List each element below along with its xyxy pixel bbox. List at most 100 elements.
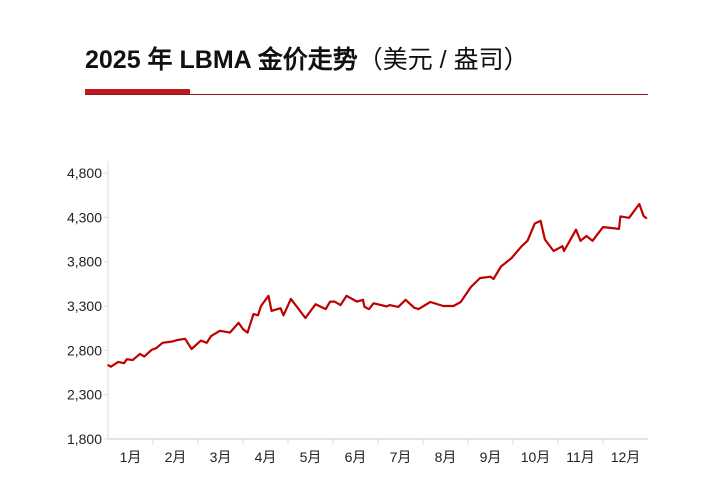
data-point <box>110 365 112 368</box>
data-point <box>638 203 641 205</box>
data-point <box>270 310 273 312</box>
data-point <box>628 217 630 219</box>
data-point <box>200 339 202 342</box>
data-point <box>544 238 546 241</box>
x-tick-label: 6月 <box>345 449 367 465</box>
data-point <box>126 358 128 361</box>
y-tick-label: 2,300 <box>67 387 102 403</box>
data-point <box>602 226 604 228</box>
data-point <box>252 313 255 315</box>
data-point <box>176 339 178 341</box>
chart-title-unit: （美元 / 盎司） <box>357 46 529 74</box>
data-point <box>139 353 141 355</box>
y-tick-label: 4,300 <box>67 209 102 225</box>
data-point <box>618 228 620 230</box>
data-point <box>645 217 648 219</box>
chart-title: 2025 年 LBMA 金价走势（美元 / 盎司） <box>85 40 529 76</box>
data-point <box>397 306 400 308</box>
x-axis: 1月 2月 3月 4月 5月 6月 7月 8月 9月 10月 11月 12月 <box>120 439 641 465</box>
data-point <box>242 328 244 330</box>
data-point <box>510 257 513 259</box>
data-point <box>534 222 536 225</box>
chart-title-main: 2025 年 LBMA 金价走势 <box>85 46 358 74</box>
data-point <box>190 348 193 350</box>
data-point <box>552 250 555 252</box>
data-point <box>123 362 125 365</box>
x-tick-label: 4月 <box>255 449 277 465</box>
data-point <box>210 335 212 337</box>
data-point <box>356 300 358 303</box>
price-line <box>107 202 648 368</box>
x-tick-label: 1月 <box>120 449 142 465</box>
data-point <box>619 215 622 218</box>
data-point <box>333 300 336 303</box>
data-point <box>417 308 420 310</box>
series-layer <box>107 202 648 368</box>
data-point <box>219 330 221 332</box>
data-point <box>404 299 407 301</box>
data-point <box>561 245 564 247</box>
data-point <box>479 277 481 279</box>
data-point <box>150 349 153 351</box>
title-divider <box>85 94 648 95</box>
title-accent-bar <box>85 89 190 95</box>
data-point <box>117 361 119 363</box>
x-tick-label: 3月 <box>210 449 232 465</box>
data-point <box>205 342 208 344</box>
data-point <box>143 355 146 358</box>
data-point <box>324 308 327 310</box>
data-point <box>563 250 565 252</box>
data-point <box>388 304 391 306</box>
data-point <box>345 295 348 297</box>
data-point <box>492 278 495 280</box>
data-point <box>257 314 259 317</box>
data-point <box>237 322 240 324</box>
x-tick-label: 11月 <box>566 449 595 465</box>
data-point <box>459 301 462 303</box>
x-tick-label: 12月 <box>611 449 641 465</box>
data-point <box>413 307 416 309</box>
data-point <box>184 338 186 340</box>
data-point <box>314 303 317 306</box>
data-point <box>107 364 109 366</box>
data-point <box>260 305 262 307</box>
data-point <box>171 340 174 343</box>
data-point <box>500 265 502 268</box>
data-point <box>368 308 370 310</box>
data-point <box>155 347 157 349</box>
x-tick-label: 9月 <box>480 449 502 465</box>
y-tick-label: 3,300 <box>67 298 102 314</box>
data-point <box>279 307 282 310</box>
data-point <box>591 240 594 242</box>
data-point <box>363 306 366 308</box>
y-axis: 1,800 2,300 2,800 3,300 3,800 4,300 4,800 <box>67 165 108 447</box>
y-tick-label: 1,800 <box>67 431 102 447</box>
data-point <box>585 235 588 237</box>
data-point <box>539 220 542 222</box>
x-tick-label: 7月 <box>390 449 412 465</box>
data-point <box>229 331 231 334</box>
data-point <box>429 301 432 303</box>
data-point <box>246 331 249 334</box>
data-point <box>575 228 577 231</box>
x-tick-label: 8月 <box>435 449 457 465</box>
data-point <box>267 295 270 297</box>
axes <box>107 161 648 440</box>
data-point <box>442 305 445 307</box>
data-point <box>520 245 523 247</box>
data-point <box>642 215 645 217</box>
data-point <box>131 359 134 361</box>
data-point <box>329 300 331 303</box>
data-point <box>452 305 455 307</box>
data-point <box>489 275 492 278</box>
y-tick-label: 2,800 <box>67 342 102 358</box>
data-point <box>362 299 364 301</box>
data-point <box>526 240 529 242</box>
x-tick-label: 10月 <box>521 449 551 465</box>
data-point <box>385 305 388 308</box>
y-tick-label: 3,800 <box>67 254 102 270</box>
x-tick-label: 2月 <box>165 449 187 465</box>
y-tick-label: 4,800 <box>67 165 102 181</box>
data-point <box>290 298 292 300</box>
